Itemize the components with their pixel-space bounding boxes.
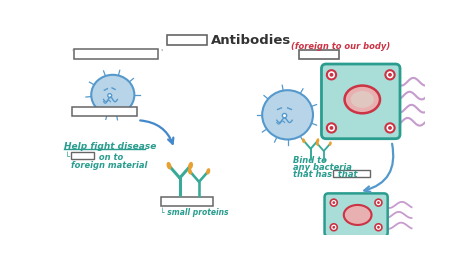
FancyBboxPatch shape: [161, 197, 213, 206]
Text: foreign material: foreign material: [71, 161, 147, 170]
Text: any bacteria: any bacteria: [293, 163, 352, 172]
Ellipse shape: [329, 142, 332, 146]
Ellipse shape: [302, 138, 305, 143]
Text: that has  that: that has that: [293, 170, 357, 179]
Circle shape: [375, 199, 382, 206]
Circle shape: [327, 123, 336, 133]
FancyBboxPatch shape: [299, 50, 339, 59]
FancyBboxPatch shape: [71, 152, 94, 159]
Text: Antibodies: Antibodies: [211, 34, 292, 47]
Circle shape: [385, 70, 395, 79]
Ellipse shape: [188, 168, 192, 175]
Ellipse shape: [91, 75, 134, 115]
Circle shape: [329, 73, 333, 77]
FancyBboxPatch shape: [333, 169, 370, 177]
Ellipse shape: [344, 205, 372, 225]
Text: (foreign to our body): (foreign to our body): [292, 42, 391, 51]
Text: ': ': [71, 49, 73, 58]
Circle shape: [332, 226, 335, 229]
Circle shape: [377, 201, 380, 204]
Circle shape: [327, 70, 336, 79]
FancyBboxPatch shape: [167, 35, 207, 45]
Circle shape: [329, 126, 333, 130]
Circle shape: [283, 114, 287, 118]
FancyBboxPatch shape: [73, 49, 158, 59]
Text: ': ': [161, 49, 163, 58]
Circle shape: [388, 73, 392, 77]
Text: Bind to: Bind to: [293, 156, 327, 166]
Circle shape: [385, 123, 395, 133]
FancyBboxPatch shape: [72, 107, 137, 116]
Circle shape: [388, 126, 392, 130]
Text: └ small proteins: └ small proteins: [160, 207, 228, 217]
Circle shape: [330, 199, 337, 206]
Circle shape: [330, 224, 337, 231]
Circle shape: [375, 224, 382, 231]
Ellipse shape: [188, 162, 193, 169]
Ellipse shape: [262, 90, 313, 139]
Ellipse shape: [166, 162, 172, 169]
Text: Help fight disease: Help fight disease: [64, 142, 157, 151]
Ellipse shape: [316, 142, 319, 146]
Circle shape: [377, 226, 380, 229]
FancyBboxPatch shape: [325, 194, 388, 237]
Circle shape: [332, 201, 335, 204]
Ellipse shape: [316, 138, 319, 143]
Text: └: └: [64, 153, 69, 162]
Ellipse shape: [345, 86, 380, 113]
Text: on to: on to: [96, 153, 123, 162]
Ellipse shape: [351, 91, 374, 108]
Ellipse shape: [206, 168, 210, 175]
FancyBboxPatch shape: [321, 64, 400, 139]
Circle shape: [108, 94, 112, 97]
